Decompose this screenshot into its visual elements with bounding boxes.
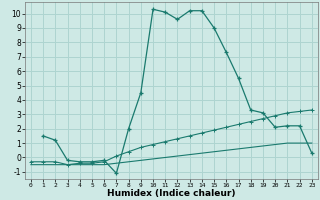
X-axis label: Humidex (Indice chaleur): Humidex (Indice chaleur)	[107, 189, 236, 198]
